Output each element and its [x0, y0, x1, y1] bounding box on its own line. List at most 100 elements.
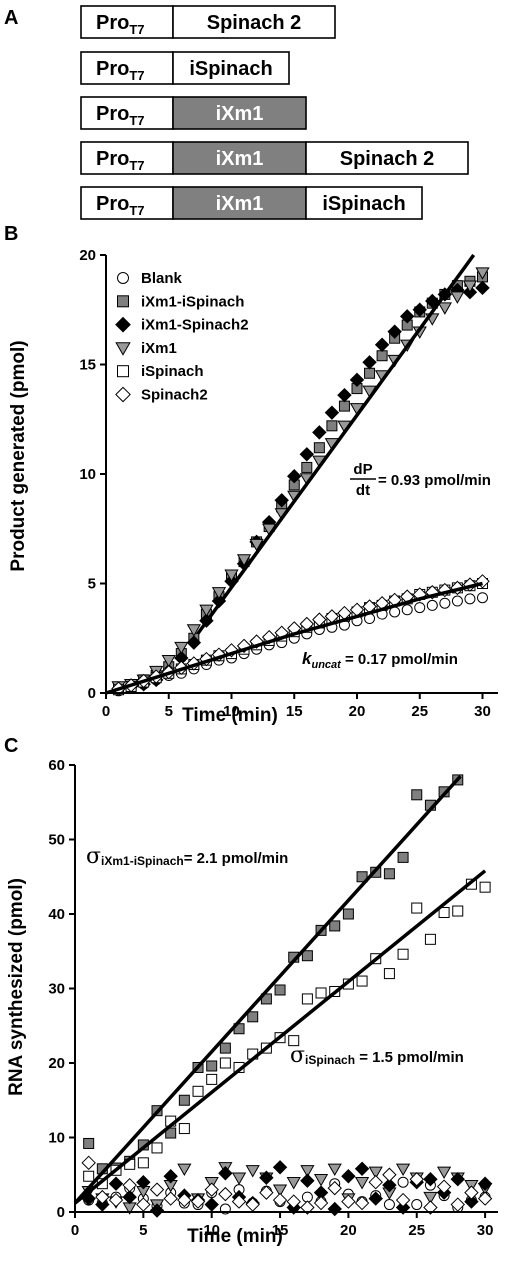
segment-rect — [172, 141, 307, 175]
data-point — [149, 1203, 165, 1218]
x-tick-label: 0 — [71, 1222, 79, 1239]
data-point — [301, 993, 313, 1005]
data-point — [312, 425, 327, 440]
data-point — [450, 291, 465, 304]
data-point — [151, 1142, 163, 1154]
data-point — [452, 905, 464, 917]
promoter-name: Pro — [96, 148, 129, 170]
data-point — [395, 1163, 411, 1177]
data-point — [174, 641, 189, 655]
data-point — [423, 1200, 438, 1215]
construct-row: ProT7 Spinach 2 — [80, 5, 336, 39]
promoter-subscript: T7 — [129, 203, 144, 218]
data-point — [122, 1189, 137, 1205]
data-point — [464, 1185, 479, 1200]
y-tick-label: 15 — [79, 357, 96, 374]
data-point — [414, 602, 426, 614]
segment-ispinach: iSpinach — [172, 51, 290, 85]
data-point — [397, 851, 409, 863]
kuncat-annotation: kuncat = 0.17 pmol/min — [302, 649, 458, 671]
data-point — [313, 442, 325, 454]
legend-label: iXm1 — [141, 340, 177, 357]
data-point — [137, 1157, 149, 1169]
promoter-label: ProT7 — [96, 103, 145, 128]
data-point — [356, 975, 368, 987]
data-point — [287, 468, 302, 484]
y-tick-label: 20 — [48, 1055, 65, 1072]
data-point — [342, 908, 354, 920]
segment-ixm1: iXm1 — [172, 141, 307, 175]
data-point — [259, 1170, 274, 1185]
data-point — [163, 1169, 178, 1184]
data-point — [219, 1057, 231, 1069]
promoter-label: ProT7 — [96, 12, 145, 37]
legend-marker — [115, 386, 131, 403]
data-point — [313, 1195, 329, 1211]
data-point — [477, 592, 488, 604]
data-point — [259, 1185, 274, 1200]
promoter-subscript: T7 — [129, 158, 144, 173]
data-point — [313, 1174, 329, 1187]
panel-a-letter: A — [4, 7, 18, 29]
data-point — [206, 1060, 218, 1072]
data-point — [327, 1180, 342, 1196]
segment-spinach-2: Spinach 2 — [172, 5, 336, 39]
data-point — [424, 933, 436, 945]
series-spinach2 — [111, 574, 490, 696]
data-point — [338, 400, 350, 412]
rate-numerator: dP — [353, 461, 372, 478]
data-point — [95, 1189, 110, 1205]
segment-label: Spinach 2 — [340, 148, 434, 170]
data-point — [411, 789, 423, 801]
data-point — [272, 1184, 288, 1197]
data-point — [475, 280, 490, 296]
x-tick-label: 0 — [102, 703, 110, 720]
fit-line — [73, 869, 487, 1205]
promoter-box: ProT7 — [80, 51, 174, 85]
data-point — [368, 1174, 383, 1190]
segment-ixm1: iXm1 — [172, 186, 307, 220]
series-blank — [113, 592, 488, 697]
segment-rect — [172, 51, 290, 85]
x-tick-label: 15 — [272, 1222, 289, 1239]
legend-marker — [117, 272, 129, 284]
segment-label: iSpinach — [322, 193, 405, 215]
promoter-name: Pro — [96, 58, 129, 80]
data-point — [218, 1186, 233, 1202]
promoter-box: ProT7 — [80, 96, 174, 130]
data-point — [354, 1177, 370, 1190]
data-point — [327, 1201, 342, 1217]
data-point — [108, 1176, 124, 1191]
data-point — [108, 1192, 124, 1208]
promoter-rect — [80, 186, 174, 220]
data-point — [178, 1123, 190, 1135]
ixm1-rate-value: = 2.1 pmol/min — [184, 850, 289, 867]
data-point — [436, 1166, 452, 1180]
data-point — [249, 538, 264, 552]
rate-value: = 0.93 pmol/min — [378, 472, 491, 489]
rate-annotation: dP dt = 0.93 pmol/min — [350, 461, 491, 499]
ispinach-rate-annotation: σiSpinach = 1.5 pmol/min — [290, 1043, 464, 1068]
legend-label: Blank — [141, 270, 183, 287]
promoter-label: ProT7 — [96, 148, 145, 173]
data-point — [354, 1161, 370, 1176]
ixm1-sigma-sub: iXm1-iSpinach — [101, 854, 184, 868]
data-point — [425, 293, 440, 309]
data-point — [245, 1165, 260, 1178]
data-point — [178, 1094, 190, 1106]
data-point — [177, 1192, 192, 1208]
legend-item-ispinach: iSpinach — [117, 363, 204, 380]
y-tick-label: 0 — [57, 1204, 65, 1221]
data-point — [479, 881, 491, 893]
chart-c-ticks: 0 5 10 15 20 25 30 0 10 20 30 40 50 60 — [48, 757, 493, 1239]
y-tick-label: 5 — [88, 576, 96, 593]
legend-label: iSpinach — [141, 363, 204, 380]
data-point — [301, 950, 313, 962]
data-point — [329, 920, 341, 932]
data-point — [204, 1197, 219, 1212]
segment-rect — [172, 96, 307, 130]
data-point — [383, 968, 395, 980]
data-point — [149, 1182, 165, 1197]
